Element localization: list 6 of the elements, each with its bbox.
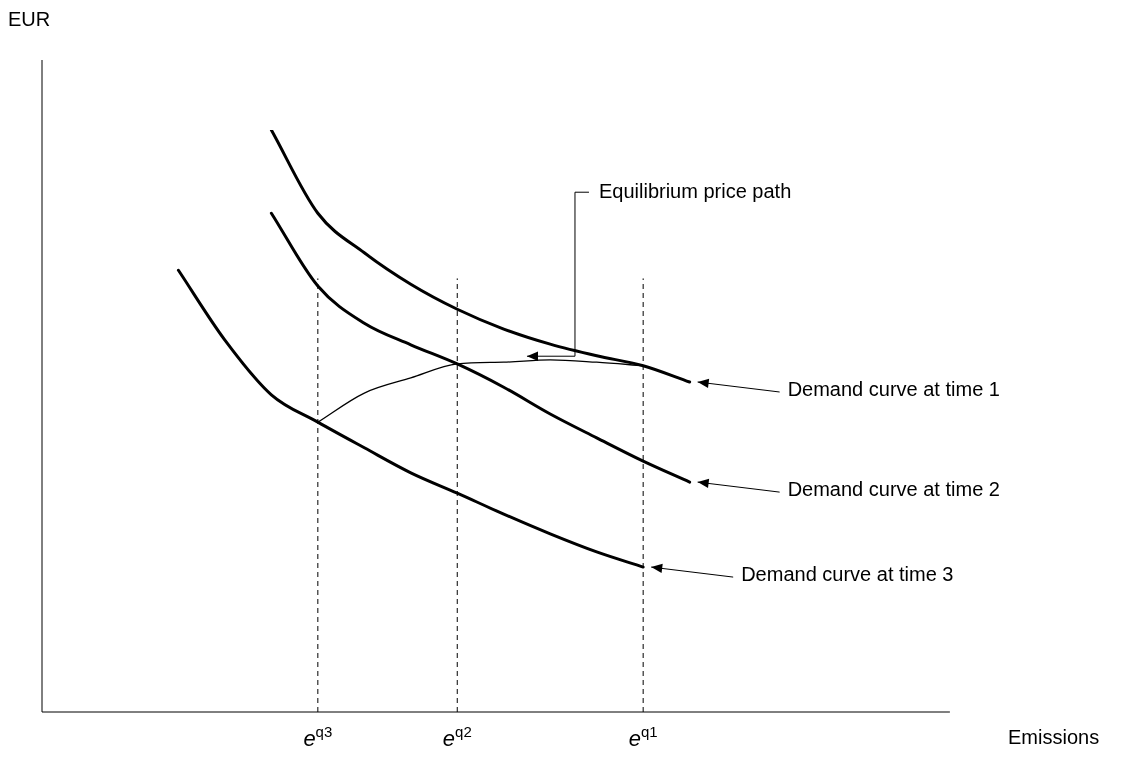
legend-label: Demand curve at time 1 bbox=[787, 377, 1000, 400]
legend-label: Demand curve at time 3 bbox=[741, 562, 954, 585]
y-axis-title: EUR bbox=[8, 8, 51, 31]
x-axis-title: Emissions bbox=[1008, 726, 1100, 749]
annotation: Equilibrium price path bbox=[598, 179, 792, 202]
legend-label: Demand curve at time 2 bbox=[787, 477, 1000, 500]
